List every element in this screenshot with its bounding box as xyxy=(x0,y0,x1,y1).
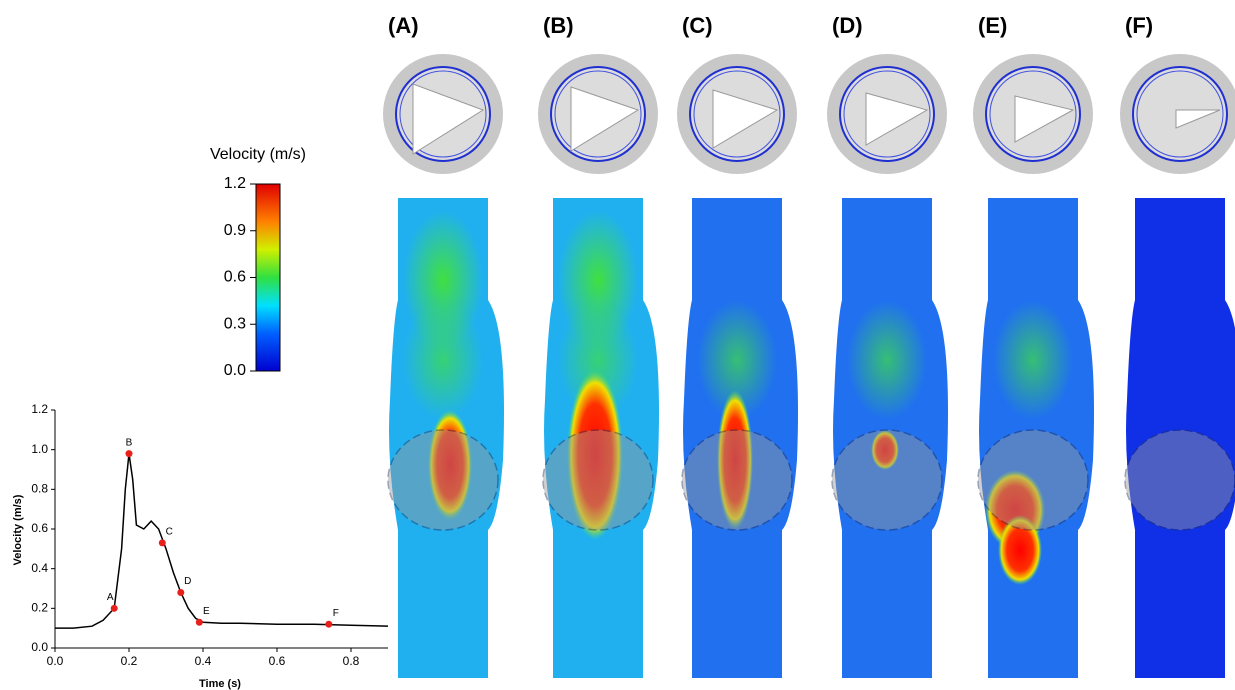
x-axis-label: Time (s) xyxy=(199,678,241,690)
y-tick-label: 0.0 xyxy=(31,640,48,654)
x-tick-label: 0.0 xyxy=(47,654,64,668)
panel-label: (C) xyxy=(682,13,713,38)
marker-label: B xyxy=(126,437,133,448)
x-tick-label: 0.8 xyxy=(343,654,360,668)
y-tick-label: 1.0 xyxy=(31,442,48,456)
colorbar-tick-label: 1.2 xyxy=(224,175,246,192)
panel-label: (F) xyxy=(1125,13,1153,38)
colorbar-tick-label: 0.3 xyxy=(224,315,246,332)
stent xyxy=(682,430,792,530)
stent xyxy=(388,430,498,530)
marker-label: D xyxy=(184,576,191,587)
y-tick-label: 1.2 xyxy=(31,402,48,416)
colorbar-title: Velocity (m/s) xyxy=(210,146,306,163)
stent xyxy=(543,430,653,530)
marker-label: E xyxy=(203,606,210,617)
marker xyxy=(126,450,133,457)
colorbar-tick-label: 0.0 xyxy=(224,362,246,379)
colorbar xyxy=(256,184,280,371)
marker-label: F xyxy=(333,608,339,619)
y-tick-label: 0.4 xyxy=(31,561,48,575)
figure: Velocity (m/s) Time (s) Velocity (m/s) (… xyxy=(0,0,1235,690)
marker xyxy=(177,589,184,596)
y-tick-label: 0.6 xyxy=(31,521,48,535)
flow-green xyxy=(993,300,1073,420)
y-tick-label: 0.2 xyxy=(31,601,48,615)
flow-green xyxy=(403,300,483,420)
marker xyxy=(159,539,166,546)
marker-label: A xyxy=(107,592,114,603)
y-tick-label: 0.8 xyxy=(31,482,48,496)
x-tick-label: 0.2 xyxy=(121,654,138,668)
panel-label: (D) xyxy=(832,13,863,38)
panel-label: (A) xyxy=(388,13,419,38)
stent xyxy=(832,430,942,530)
panel-label: (E) xyxy=(978,13,1007,38)
colorbar-tick-label: 0.9 xyxy=(224,222,246,239)
stent xyxy=(978,430,1088,530)
x-tick-label: 0.4 xyxy=(195,654,212,668)
line xyxy=(55,454,388,629)
marker xyxy=(111,605,118,612)
colorbar-tick-label: 0.6 xyxy=(224,269,246,286)
x-tick-label: 0.6 xyxy=(269,654,286,668)
stent xyxy=(1125,430,1235,530)
flow-green xyxy=(847,300,927,420)
marker-label: C xyxy=(166,527,173,538)
marker xyxy=(325,621,332,628)
marker xyxy=(196,619,203,626)
y-axis-label: Velocity (m/s) xyxy=(12,494,24,565)
panel-label: (B) xyxy=(543,13,574,38)
